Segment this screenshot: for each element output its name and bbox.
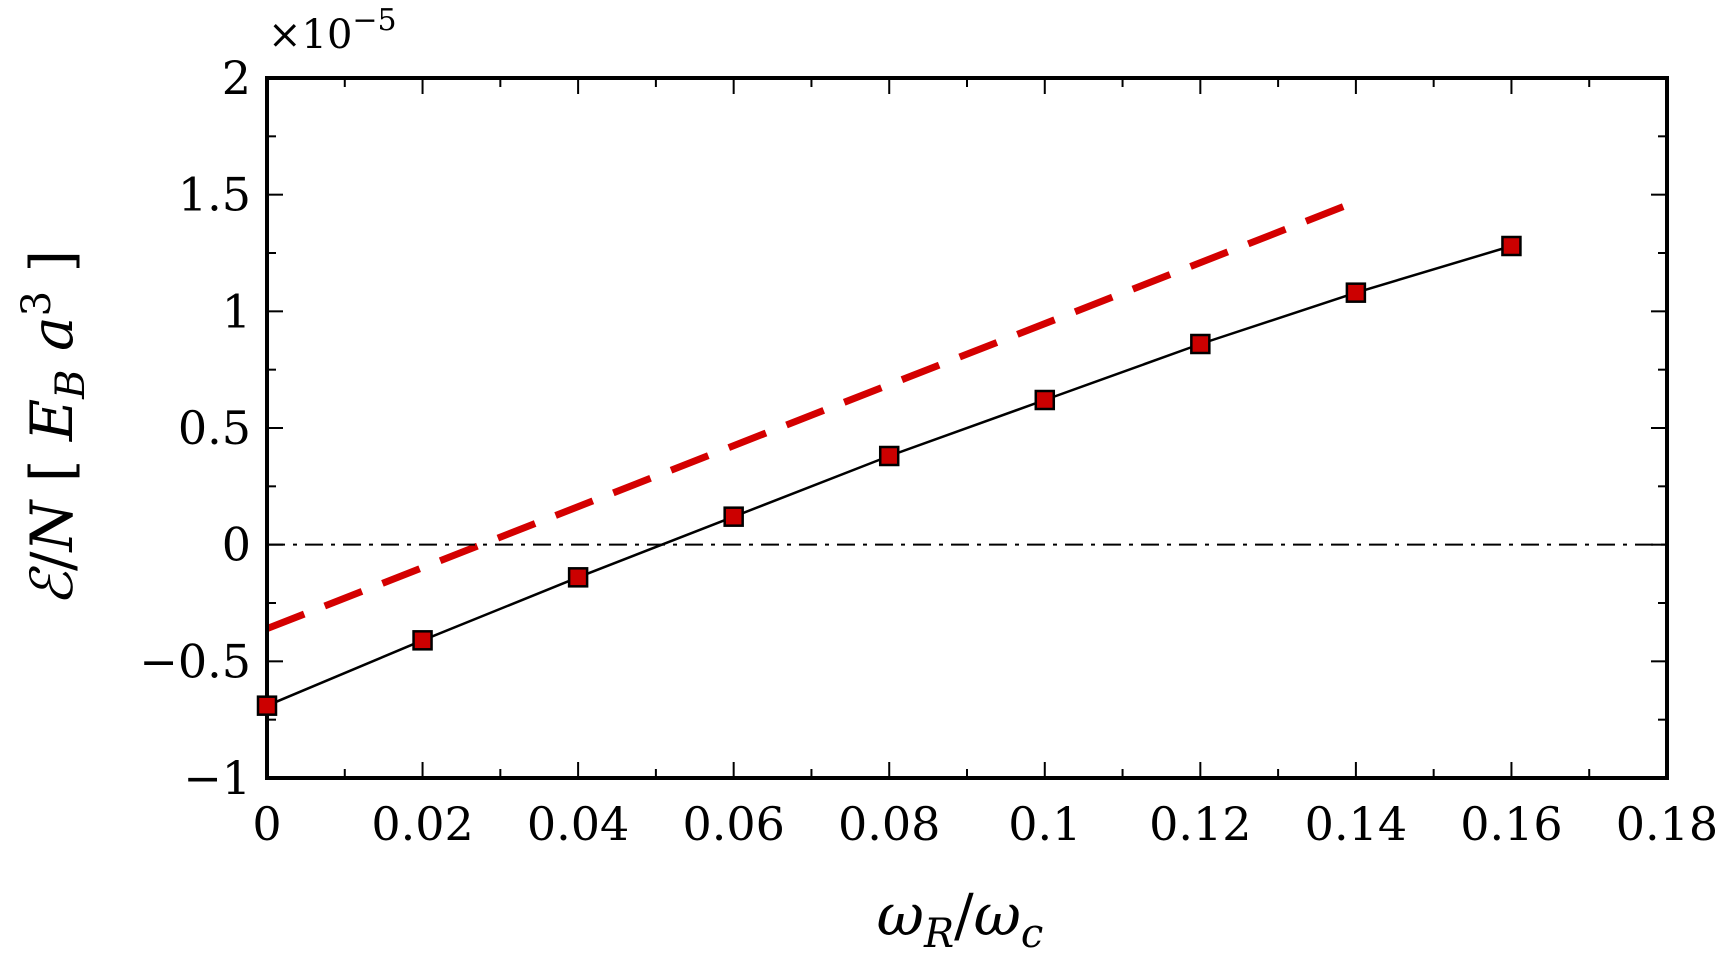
solid-series-line: [267, 244, 1512, 707]
data-point-marker: [256, 695, 278, 716]
y-tick-label: 1.5: [178, 168, 251, 222]
x-axis-label-sub-r: R: [923, 911, 954, 957]
y-axis-label-bracket-close: ]: [18, 250, 86, 291]
x-tick-label: 0.04: [527, 797, 629, 851]
y-axis-label-sub-b: B: [48, 369, 94, 399]
y-tick-label: −1: [183, 751, 251, 805]
x-axis-label-sub-c: c: [1021, 911, 1043, 957]
data-point-marker: [567, 567, 589, 588]
x-tick-label: 0: [252, 797, 281, 851]
series-layer: [267, 198, 1667, 707]
x-tick-label: 0.02: [371, 797, 473, 851]
y-axis-label-sup-3: 3: [14, 291, 60, 316]
y-tick-label: 0: [222, 518, 251, 572]
data-point-marker: [412, 630, 433, 651]
x-axis-label-omega-r: ω: [877, 881, 924, 949]
y-axis-label-a: a: [18, 316, 86, 369]
x-axis-label: ωR/ωc: [877, 881, 1044, 957]
x-tick-label: 0.18: [1616, 797, 1717, 851]
labels-layer: 0 0.02 0.04 0.06 0.08 0.1 0.12 0.14 0.16 0.18 −1 −0…: [139, 51, 1717, 851]
data-point-marker: [1034, 389, 1056, 411]
y-axis-label-energy: ℰ: [18, 565, 86, 606]
data-point-marker: [1501, 235, 1522, 257]
x-tick-label: 0.08: [838, 797, 940, 851]
y-tick-label: 0.5: [178, 401, 251, 455]
data-point-marker: [723, 506, 744, 527]
data-point-marker: [1345, 282, 1367, 303]
y-tick-label: −0.5: [139, 634, 251, 688]
data-point-marker: [878, 445, 900, 467]
y-scale-multiplier: ×10−5: [268, 3, 397, 58]
y-scale-multiplier-exponent: −5: [352, 3, 396, 38]
x-axis-label-slash: /: [954, 881, 974, 949]
y-axis-label-slash: /: [18, 551, 86, 571]
x-tick-label: 0.16: [1460, 797, 1562, 851]
marker-layer: [256, 235, 1522, 716]
y-axis-label-bracket-open: [: [18, 441, 86, 482]
x-tick-label: 0.1: [1008, 797, 1081, 851]
y-axis-label-eb: E: [18, 399, 86, 442]
y-axis-label: ℰ/N [ EB a3 ]: [14, 250, 94, 606]
x-tick-label: 0.06: [682, 797, 784, 851]
dashed-series-line: [267, 198, 1358, 632]
y-axis-label-n: N: [18, 482, 86, 553]
ticks-layer: [266, 77, 1668, 779]
y-tick-label: 1: [222, 284, 251, 338]
y-scale-multiplier-base: ×10: [268, 12, 352, 58]
x-tick-label: 0.12: [1149, 797, 1251, 851]
x-tick-label: 0.14: [1305, 797, 1407, 851]
data-point-marker: [1190, 333, 1211, 355]
y-tick-label: 2: [222, 51, 251, 105]
x-axis-label-omega-c: ω: [974, 881, 1021, 949]
